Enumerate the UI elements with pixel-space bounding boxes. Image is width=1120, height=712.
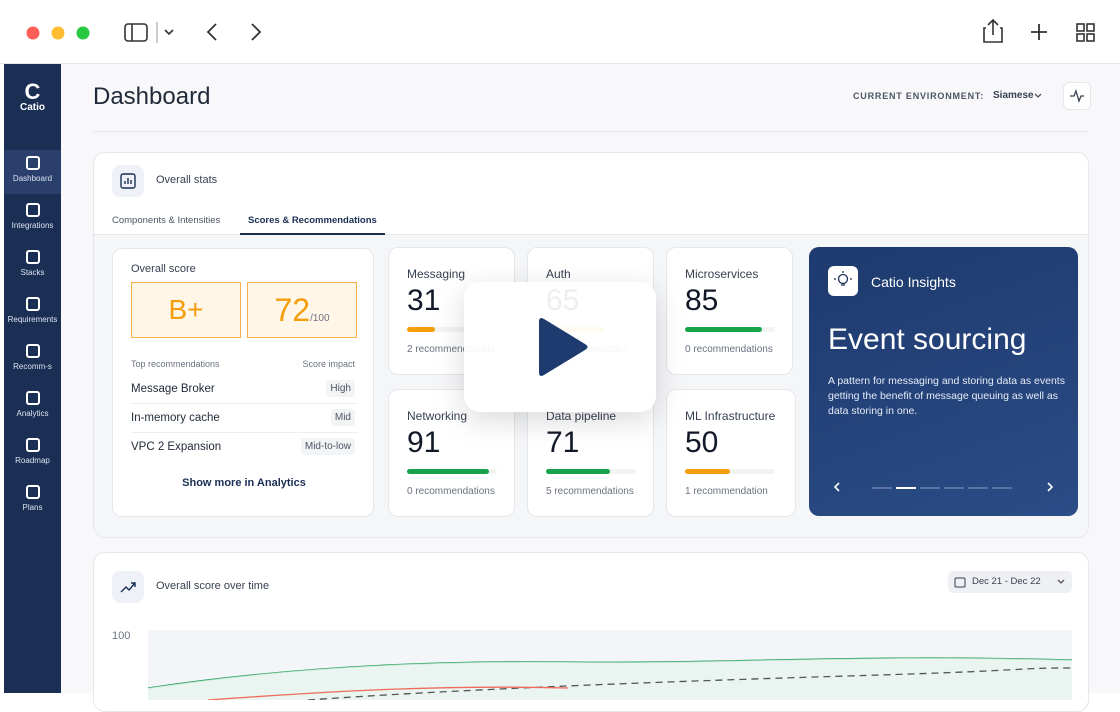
impact-header: Score impact [302, 359, 355, 369]
date-range[interactable]: Dec 21 - Dec 22 [948, 571, 1072, 593]
nav-item[interactable]: Recomm-s [4, 338, 61, 382]
stats-title: Overall stats [156, 174, 218, 186]
metric-name: Microservices [685, 267, 759, 281]
logo-text: Catio [20, 102, 45, 113]
stats-icon [112, 165, 144, 197]
rec-divider [131, 403, 357, 404]
trend-chart [148, 630, 1072, 700]
nav-item[interactable]: Roadmap [4, 432, 61, 476]
metric-recommendations: 0 recommendations [685, 344, 773, 355]
activity-button[interactable] [1063, 82, 1091, 110]
metric-recommendations: 2 recommendations [407, 344, 495, 355]
nav-icon [25, 203, 40, 217]
score-card: Overall score B+ 72/100 Top recommendati… [112, 248, 374, 517]
rec-name: Message Broker [131, 383, 215, 395]
nav-icon [25, 156, 40, 170]
nav-label: Integrations [11, 221, 54, 230]
divider [93, 131, 1089, 132]
metric-name: Networking [407, 409, 468, 423]
rec-name: VPC 2 Expansion [131, 441, 222, 453]
nav-icon [25, 297, 40, 311]
progress-bar [546, 469, 610, 474]
insights-title: Catio Insights [871, 274, 956, 290]
metric-score: 71 [546, 426, 580, 459]
tab[interactable]: Components & Intensities [112, 215, 221, 226]
metric-score: 50 [685, 426, 719, 459]
tab[interactable]: Scores & Recommendations [240, 215, 385, 235]
y-label: 100 [112, 630, 131, 642]
score: 72 [274, 292, 311, 328]
logo: C Catio [4, 81, 61, 114]
metric-name: Messaging [407, 267, 466, 281]
nav-label: Plans [22, 503, 43, 512]
trend-title: Overall score over time [156, 580, 270, 592]
nav-item[interactable]: Stacks [4, 244, 61, 288]
score-max: /100 [310, 313, 330, 324]
metric-name: ML Infrastructure [685, 409, 776, 423]
page-title: Dashboard [93, 83, 211, 110]
toolbar [0, 0, 1120, 64]
progress-bar [685, 469, 730, 474]
analytics-link[interactable]: Show more in Analytics [182, 477, 306, 489]
metric-card: Microservices 85 0 recommendations [666, 247, 793, 375]
progress-bar [685, 327, 762, 332]
play-overlay[interactable] [464, 282, 656, 412]
insights-heading: Event sourcing [828, 323, 1027, 356]
nav-item[interactable]: Requirements [4, 291, 61, 335]
nav-item[interactable]: Integrations [4, 197, 61, 241]
metric-name: Data pipeline [546, 409, 617, 423]
nav-label: Stacks [20, 268, 45, 277]
rec-header: Top recommendations [131, 359, 220, 369]
rec-impact: High [326, 380, 355, 397]
env-caret [1034, 93, 1042, 98]
nav-label: Analytics [16, 409, 49, 418]
trend-icon [112, 571, 144, 603]
sidebar: C Catio Dashboard Integrations Stacks Requir… [4, 64, 61, 693]
progress-track [685, 469, 775, 474]
progress-bar [407, 327, 435, 332]
insights-text: A pattern for messaging and storing data… [828, 375, 1065, 417]
nav-item[interactable]: Analytics [4, 385, 61, 429]
toolbar-icons [26, 18, 1095, 43]
metric-recommendations: 1 recommendation [685, 486, 768, 497]
progress-track [407, 327, 497, 332]
metric-score: 85 [685, 284, 719, 317]
rec-divider [131, 432, 357, 433]
nav-item[interactable]: Plans [4, 479, 61, 523]
date-range-text: Dec 21 - Dec 22 [972, 576, 1041, 587]
insights-icon [828, 266, 858, 296]
nav-icon [25, 344, 40, 358]
env-value[interactable]: Siamese [993, 90, 1034, 101]
insights-card: Catio Insights Event sourcing A pattern … [809, 247, 1078, 516]
nav-label: Roadmap [15, 456, 50, 465]
env-label: CURRENT ENVIRONMENT: [853, 91, 985, 101]
nav-icon [25, 438, 40, 452]
progress-bar [407, 469, 489, 474]
rec-impact: Mid [330, 409, 355, 426]
nav-label: Recomm-s [13, 362, 52, 371]
trend-panel: Overall score over time Dec 21 - Dec 22 … [93, 552, 1089, 712]
nav-icon [25, 250, 40, 264]
metric-name: Auth [546, 267, 571, 281]
metric-score: 31 [407, 284, 441, 317]
nav-label: Requirements [7, 315, 58, 324]
metric-score: 91 [407, 426, 441, 459]
nav-label: Dashboard [12, 174, 53, 183]
metric-recommendations: 5 recommendations [546, 486, 634, 497]
rec-name: In-memory cache [131, 412, 220, 424]
rec-impact: Mid-to-low [300, 438, 355, 455]
metric-recommendations: 0 recommendations [407, 486, 495, 497]
nav-item[interactable]: Dashboard [4, 150, 61, 194]
nav-icon [25, 391, 40, 405]
score-title: Overall score [131, 263, 196, 275]
nav-icon [25, 485, 40, 499]
metric-card: ML Infrastructure 50 1 recommendation [666, 389, 796, 517]
carousel-controls [833, 482, 1054, 492]
main: Dashboard CURRENT ENVIRONMENT: Siamese O… [61, 64, 1120, 712]
score-box: 72/100 [247, 282, 357, 338]
grade: B+ [131, 282, 241, 338]
